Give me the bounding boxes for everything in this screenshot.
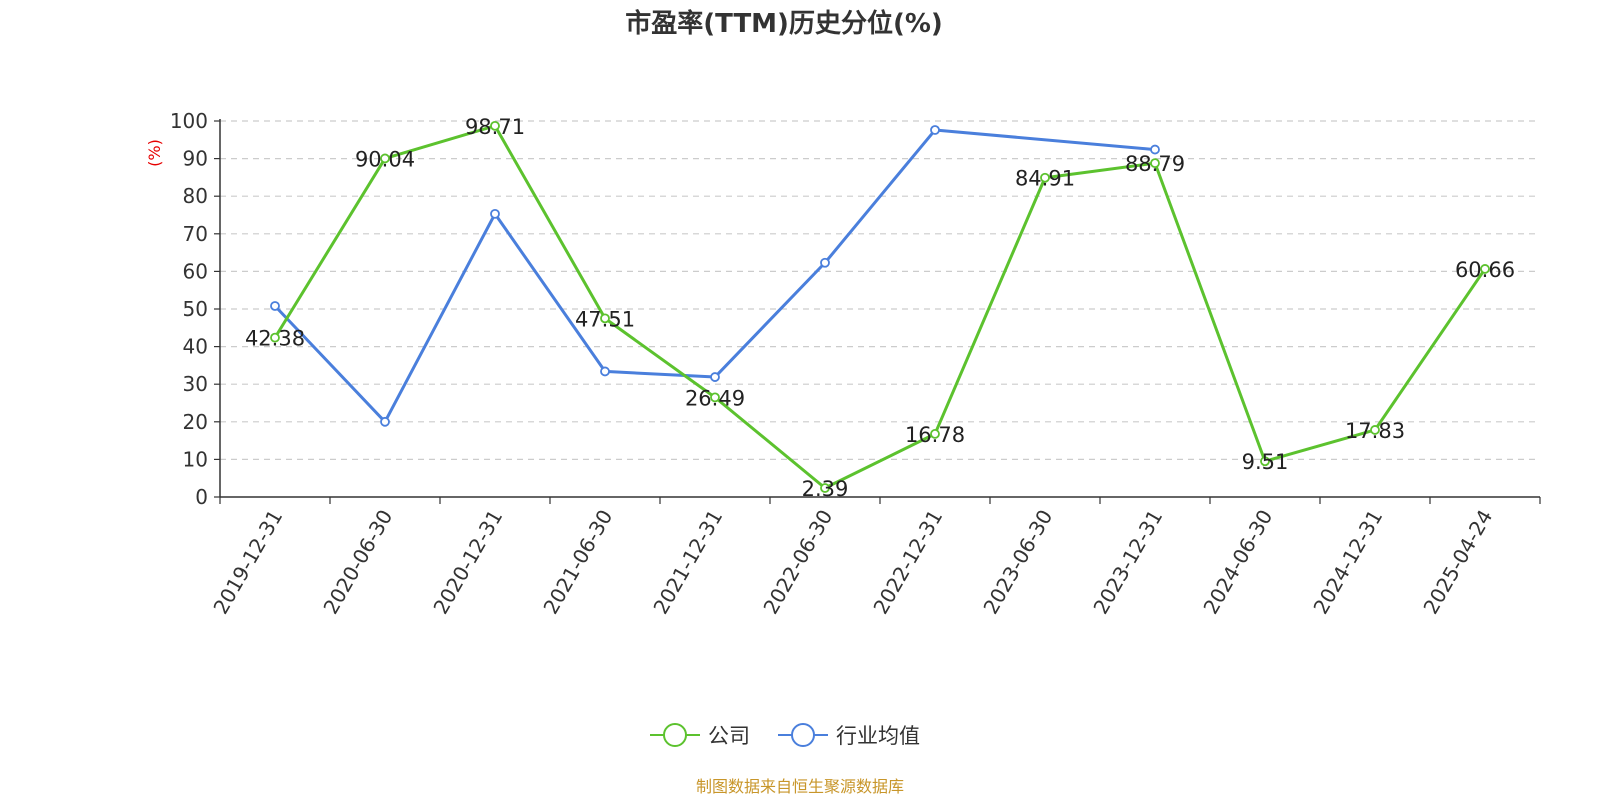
data-point: [270, 301, 280, 311]
y-tick-label: 50: [183, 297, 208, 321]
y-tick-label: 30: [183, 372, 208, 396]
data-point: [710, 392, 720, 403]
data-label: 88.79: [1125, 152, 1185, 176]
y-tick-label: 0: [195, 485, 208, 509]
data-point: [490, 208, 500, 219]
chart-title: 市盈率(TTM)历史分位(%): [625, 8, 943, 39]
data-label: 9.51: [1242, 450, 1289, 474]
data-label: 60.66: [1455, 258, 1515, 282]
data-label: 98.71: [465, 115, 525, 139]
y-tick-label: 100: [170, 109, 208, 133]
data-point: [930, 429, 940, 439]
data-label: 16.78: [905, 423, 965, 447]
data-point: [600, 313, 610, 324]
data-point: [270, 332, 280, 343]
x-tick-label: 2020-06-30: [318, 506, 397, 619]
data-label: 42.38: [245, 327, 305, 351]
y-tick-label: 60: [183, 259, 208, 283]
data-point: [600, 366, 610, 377]
data-point: [380, 153, 390, 164]
data-point: [490, 120, 500, 131]
source-note: 制图数据来自恒生聚源数据库: [696, 777, 904, 796]
data-point: [1370, 425, 1380, 435]
grid-lines: [220, 120, 1540, 460]
y-tick-label: 40: [183, 335, 208, 359]
data-point: [1480, 264, 1490, 274]
x-tick-label: 2022-06-30: [758, 506, 837, 619]
x-tick-label: 2021-06-30: [538, 506, 617, 619]
y-tick-label: 20: [183, 410, 208, 434]
y-tick-label: 90: [183, 147, 208, 171]
data-labels: 42.38 90.04 98.71 47.51 26.49 2.39 16.78 84.91 8…: [245, 115, 1515, 501]
x-tick-label: 2024-12-31: [1308, 506, 1387, 619]
data-label: 47.51: [575, 307, 635, 331]
data-label: 26.49: [685, 386, 745, 410]
x-tick-label: 2024-06-30: [1198, 506, 1277, 619]
x-tick-label: 2020-12-31: [428, 506, 507, 619]
data-point: [820, 257, 830, 268]
legend-label[interactable]: 行业均值: [836, 724, 920, 748]
data-point: [1150, 144, 1160, 155]
data-point: [1260, 456, 1270, 467]
data-point: [930, 125, 940, 135]
x-tick-label: 2022-12-31: [868, 506, 947, 619]
axes: 0 10 20 30 40 50 60 70 80 90 100 2019-12-31 2020-06-…: [170, 109, 1541, 619]
series-line: [273, 128, 1156, 424]
data-point: [1040, 172, 1050, 183]
data-label: 17.83: [1345, 419, 1405, 443]
data-label: 2.39: [802, 477, 849, 501]
legend-marker[interactable]: [791, 723, 815, 747]
x-tick-label: 2019-12-31: [208, 506, 287, 619]
legend-label[interactable]: 公司: [708, 724, 750, 748]
data-point: [820, 483, 830, 493]
series-line: [273, 124, 1487, 490]
legend-marker[interactable]: [663, 723, 687, 747]
y-tick-label: 10: [183, 447, 208, 471]
legend[interactable]: 公司 行业均值: [650, 723, 920, 748]
data-label: 84.91: [1015, 167, 1075, 191]
y-tick-label: 70: [183, 222, 208, 246]
series-lines: [270, 120, 1490, 493]
x-tick-label: 2023-12-31: [1088, 506, 1167, 619]
data-point: [1150, 158, 1160, 169]
data-point: [710, 372, 720, 382]
data-label: 90.04: [355, 147, 415, 171]
data-point: [380, 416, 390, 427]
x-tick-label: 2021-12-31: [648, 506, 727, 619]
x-tick-label: 2025-04-24: [1418, 506, 1497, 619]
x-tick-label: 2023-06-30: [978, 506, 1057, 619]
y-axis-label: (%): [145, 139, 164, 167]
y-tick-label: 80: [183, 184, 208, 208]
